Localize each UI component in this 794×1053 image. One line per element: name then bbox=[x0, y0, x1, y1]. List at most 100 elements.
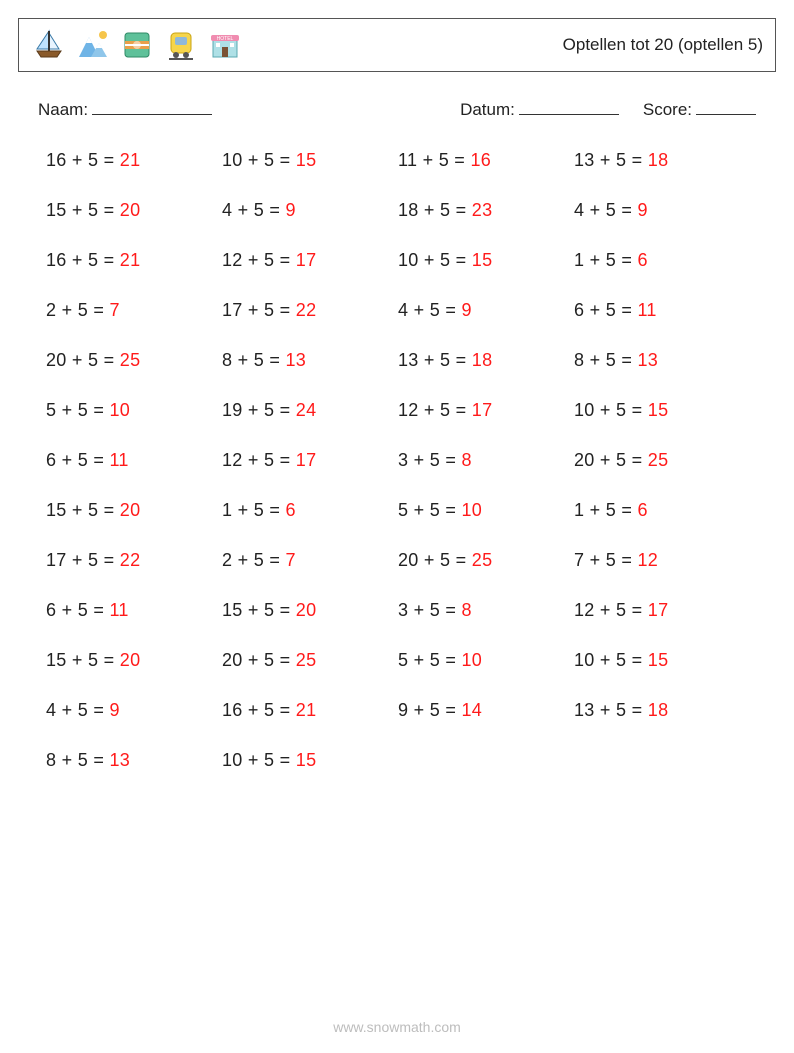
question-text: 13 + 5 = bbox=[574, 150, 648, 170]
problem-cell: 6 + 5 = 11 bbox=[46, 450, 222, 471]
problem-row: 20 + 5 = 258 + 5 = 1313 + 5 = 188 + 5 = … bbox=[46, 350, 776, 400]
name-label: Naam: bbox=[38, 100, 88, 119]
answer-text: 6 bbox=[285, 500, 295, 520]
question-text: 10 + 5 = bbox=[222, 150, 296, 170]
question-text: 1 + 5 = bbox=[574, 500, 637, 520]
problem-cell: 5 + 5 = 10 bbox=[46, 400, 222, 421]
answer-text: 7 bbox=[285, 550, 295, 570]
question-text: 2 + 5 = bbox=[222, 550, 285, 570]
footer: www.snowmath.com bbox=[0, 1019, 794, 1035]
answer-text: 14 bbox=[461, 700, 482, 720]
question-text: 13 + 5 = bbox=[398, 350, 472, 370]
meta-row: Naam: Datum: Score: bbox=[18, 100, 776, 120]
problem-cell: 13 + 5 = 18 bbox=[574, 150, 750, 171]
question-text: 20 + 5 = bbox=[222, 650, 296, 670]
answer-text: 15 bbox=[648, 650, 669, 670]
problem-cell: 13 + 5 = 18 bbox=[398, 350, 574, 371]
question-text: 6 + 5 = bbox=[574, 300, 637, 320]
problem-cell: 12 + 5 = 17 bbox=[222, 250, 398, 271]
answer-text: 6 bbox=[637, 500, 647, 520]
problem-cell: 20 + 5 = 25 bbox=[398, 550, 574, 571]
question-text: 15 + 5 = bbox=[46, 200, 120, 220]
answer-text: 12 bbox=[637, 550, 658, 570]
question-text: 10 + 5 = bbox=[398, 250, 472, 270]
header-icons: HOTEL bbox=[31, 27, 243, 63]
answer-text: 10 bbox=[461, 500, 482, 520]
question-text: 4 + 5 = bbox=[398, 300, 461, 320]
question-text: 20 + 5 = bbox=[46, 350, 120, 370]
problem-row: 6 + 5 = 1115 + 5 = 203 + 5 = 812 + 5 = 1… bbox=[46, 600, 776, 650]
answer-text: 15 bbox=[296, 750, 317, 770]
question-text: 4 + 5 = bbox=[574, 200, 637, 220]
answer-text: 9 bbox=[285, 200, 295, 220]
problem-cell: 3 + 5 = 8 bbox=[398, 450, 574, 471]
problem-cell: 9 + 5 = 14 bbox=[398, 700, 574, 721]
question-text: 4 + 5 = bbox=[222, 200, 285, 220]
problem-row: 5 + 5 = 1019 + 5 = 2412 + 5 = 1710 + 5 =… bbox=[46, 400, 776, 450]
question-text: 10 + 5 = bbox=[574, 400, 648, 420]
question-text: 10 + 5 = bbox=[222, 750, 296, 770]
problem-cell: 17 + 5 = 22 bbox=[222, 300, 398, 321]
problem-cell: 12 + 5 = 17 bbox=[222, 450, 398, 471]
score-blank bbox=[696, 100, 756, 115]
question-text: 15 + 5 = bbox=[46, 650, 120, 670]
name-blank bbox=[92, 100, 212, 115]
date-blank bbox=[519, 100, 619, 115]
question-text: 1 + 5 = bbox=[574, 250, 637, 270]
answer-text: 17 bbox=[472, 400, 493, 420]
problem-row: 15 + 5 = 204 + 5 = 918 + 5 = 234 + 5 = 9 bbox=[46, 200, 776, 250]
question-text: 16 + 5 = bbox=[46, 150, 120, 170]
problem-cell: 8 + 5 = 13 bbox=[574, 350, 750, 371]
problem-cell: 4 + 5 = 9 bbox=[46, 700, 222, 721]
answer-text: 24 bbox=[296, 400, 317, 420]
answer-text: 13 bbox=[285, 350, 306, 370]
problem-cell: 4 + 5 = 9 bbox=[222, 200, 398, 221]
problem-cell: 1 + 5 = 6 bbox=[574, 250, 750, 271]
problem-row: 2 + 5 = 717 + 5 = 224 + 5 = 96 + 5 = 11 bbox=[46, 300, 776, 350]
problem-cell: 15 + 5 = 20 bbox=[46, 200, 222, 221]
answer-text: 25 bbox=[120, 350, 141, 370]
problem-cell: 16 + 5 = 21 bbox=[222, 700, 398, 721]
answer-text: 25 bbox=[296, 650, 317, 670]
problem-row: 8 + 5 = 1310 + 5 = 15 bbox=[46, 750, 776, 800]
answer-text: 20 bbox=[120, 650, 141, 670]
question-text: 3 + 5 = bbox=[398, 600, 461, 620]
question-text: 20 + 5 = bbox=[398, 550, 472, 570]
question-text: 6 + 5 = bbox=[46, 450, 109, 470]
problem-cell: 12 + 5 = 17 bbox=[398, 400, 574, 421]
problem-cell: 7 + 5 = 12 bbox=[574, 550, 750, 571]
problem-cell: 2 + 5 = 7 bbox=[222, 550, 398, 571]
question-text: 2 + 5 = bbox=[46, 300, 109, 320]
question-text: 16 + 5 = bbox=[222, 700, 296, 720]
question-text: 13 + 5 = bbox=[574, 700, 648, 720]
problem-row: 6 + 5 = 1112 + 5 = 173 + 5 = 820 + 5 = 2… bbox=[46, 450, 776, 500]
problem-cell: 18 + 5 = 23 bbox=[398, 200, 574, 221]
question-text: 15 + 5 = bbox=[222, 600, 296, 620]
answer-text: 20 bbox=[120, 500, 141, 520]
problem-cell: 6 + 5 = 11 bbox=[46, 600, 222, 621]
question-text: 17 + 5 = bbox=[222, 300, 296, 320]
question-text: 17 + 5 = bbox=[46, 550, 120, 570]
mountains-icon bbox=[75, 27, 111, 63]
answer-text: 11 bbox=[637, 300, 656, 320]
problem-cell: 15 + 5 = 20 bbox=[222, 600, 398, 621]
answer-text: 23 bbox=[472, 200, 493, 220]
problem-cell: 20 + 5 = 25 bbox=[46, 350, 222, 371]
header-box: HOTEL Optellen tot 20 (optellen 5) bbox=[18, 18, 776, 72]
answer-text: 25 bbox=[472, 550, 493, 570]
question-text: 20 + 5 = bbox=[574, 450, 648, 470]
question-text: 15 + 5 = bbox=[46, 500, 120, 520]
answer-text: 21 bbox=[296, 700, 317, 720]
answer-text: 25 bbox=[648, 450, 669, 470]
problem-cell: 12 + 5 = 17 bbox=[574, 600, 750, 621]
problem-cell: 8 + 5 = 13 bbox=[222, 350, 398, 371]
answer-text: 17 bbox=[296, 450, 317, 470]
answer-text: 8 bbox=[461, 450, 471, 470]
problem-cell: 20 + 5 = 25 bbox=[574, 450, 750, 471]
answer-text: 15 bbox=[472, 250, 493, 270]
answer-text: 10 bbox=[109, 400, 130, 420]
problem-row: 4 + 5 = 916 + 5 = 219 + 5 = 1413 + 5 = 1… bbox=[46, 700, 776, 750]
problem-cell: 15 + 5 = 20 bbox=[46, 500, 222, 521]
question-text: 8 + 5 = bbox=[46, 750, 109, 770]
svg-text:HOTEL: HOTEL bbox=[217, 36, 234, 42]
